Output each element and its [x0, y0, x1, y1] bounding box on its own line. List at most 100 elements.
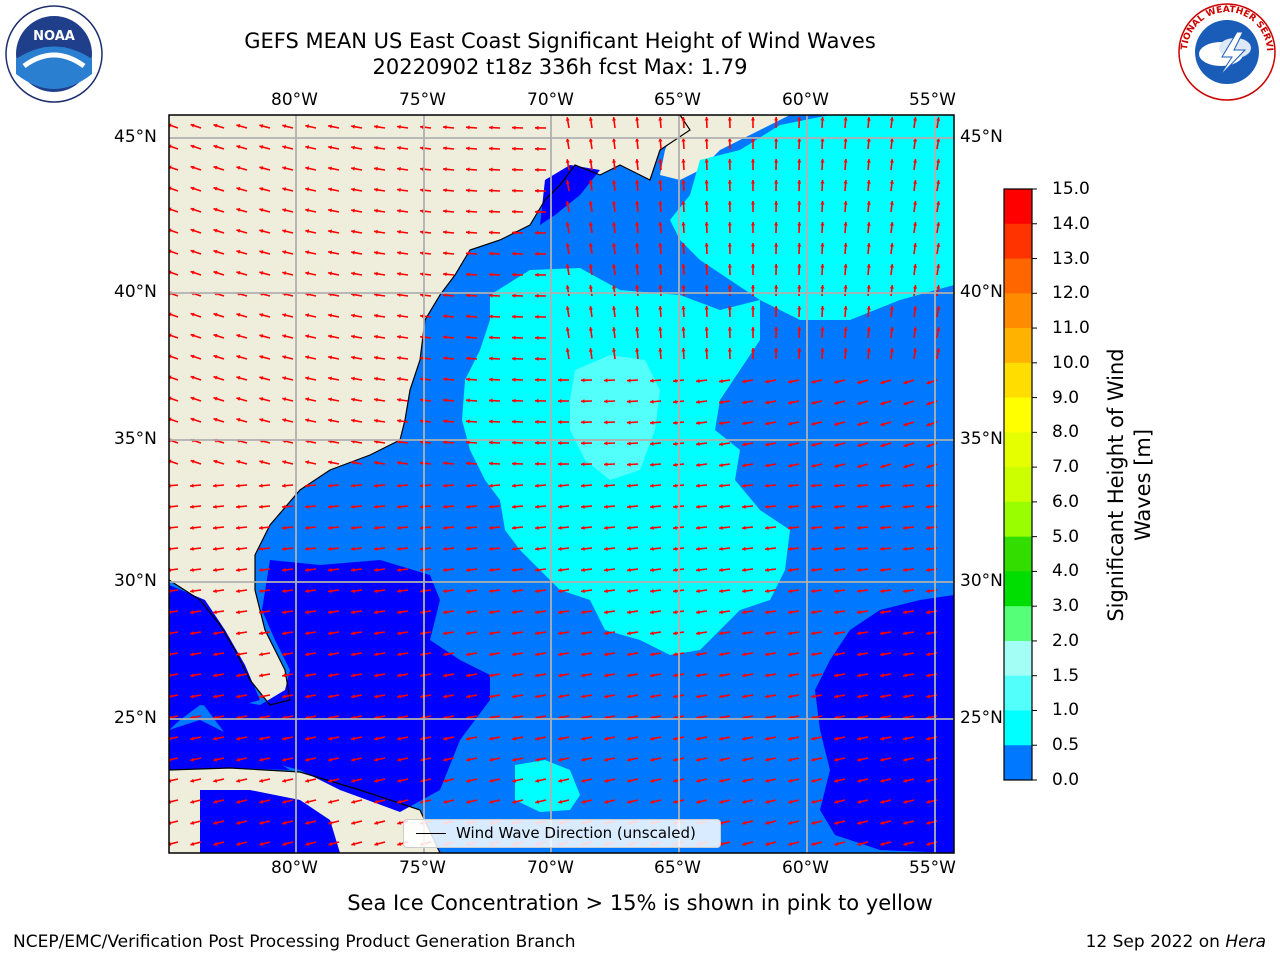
- wind-wave-arrowhead: [604, 525, 608, 530]
- wind-wave-arrowhead: [213, 778, 218, 783]
- wind-wave-arrowhead: [259, 694, 263, 699]
- wind-wave-arrowhead: [535, 504, 539, 509]
- wind-wave-arrowhead: [880, 380, 885, 385]
- wind-wave-arrowhead: [236, 757, 240, 762]
- wind-wave-arrowhead: [420, 293, 424, 298]
- footer-credit: NCEP/EMC/Verification Post Processing Pr…: [13, 932, 576, 952]
- wind-wave-arrowhead: [558, 399, 562, 404]
- wind-wave-arrowhead: [627, 778, 632, 783]
- wind-wave-arrowhead: [443, 419, 447, 424]
- wind-wave-arrowhead: [466, 736, 470, 741]
- wind-wave-arrowhead: [635, 327, 640, 331]
- wind-wave-arrowhead: [565, 285, 570, 289]
- wind-wave-arrowhead: [420, 272, 424, 277]
- map-field: [169, 115, 954, 853]
- wind-wave-arrowhead: [305, 313, 310, 318]
- wind-wave-arrowhead: [512, 736, 516, 741]
- ocean-0-05-region-east: [815, 595, 954, 853]
- wind-wave-arrowhead: [190, 354, 195, 359]
- wind-wave-arrowhead: [765, 694, 769, 699]
- wind-wave-arrowhead: [443, 525, 447, 530]
- wind-wave-arrowhead: [788, 567, 792, 572]
- wind-wave-arrowhead: [374, 546, 378, 551]
- wind-wave-arrowhead: [535, 419, 539, 424]
- wind-wave-arrowhead: [305, 778, 310, 783]
- wind-wave-arrowhead: [466, 293, 470, 298]
- wind-wave-arrowhead: [420, 525, 424, 530]
- wind-wave-arrowhead: [282, 820, 287, 825]
- wind-wave-arrowhead: [774, 159, 779, 163]
- wind-wave-arrowhead: [742, 442, 746, 447]
- wind-wave-arrowhead: [588, 327, 593, 331]
- wind-wave-arrowhead: [866, 264, 871, 268]
- wind-wave-arrowhead: [797, 306, 802, 310]
- wind-wave-arrowhead: [774, 285, 779, 289]
- ocean-0-05-region-south: [200, 560, 490, 812]
- wind-wave-arrowhead: [696, 799, 701, 804]
- colorbar-tick-label: 0.5: [1052, 735, 1080, 756]
- wind-wave-arrowhead: [236, 207, 241, 212]
- wind-wave-arrowhead: [328, 271, 332, 276]
- wind-wave-arrowhead: [811, 694, 815, 699]
- wind-wave-arrowhead: [466, 356, 470, 361]
- wind-wave-arrowhead: [535, 251, 539, 256]
- wind-wave-arrowhead: [627, 736, 631, 741]
- wind-wave-arrowhead: [857, 567, 861, 572]
- wind-wave-arrowhead: [420, 146, 424, 151]
- wind-wave-arrowhead: [374, 610, 378, 615]
- wind-wave-arrowhead: [190, 396, 195, 401]
- wind-wave-arrowhead: [765, 589, 769, 594]
- wind-wave-arrowhead: [635, 264, 640, 268]
- wind-wave-arrowhead: [558, 567, 562, 572]
- wind-wave-arrowhead: [565, 306, 570, 310]
- wind-wave-arrowhead: [489, 757, 493, 762]
- wind-wave-arrowhead: [788, 799, 793, 804]
- wind-wave-arrowhead: [612, 285, 617, 289]
- wind-wave-arrowhead: [635, 159, 640, 163]
- wind-wave-arrow: [169, 568, 179, 571]
- wind-wave-arrowhead: [866, 159, 871, 163]
- wind-wave-arrowhead: [765, 379, 769, 384]
- wind-wave-arrowhead: [742, 841, 747, 846]
- wind-wave-arrowhead: [811, 778, 816, 783]
- wind-wave-arrowhead: [535, 188, 539, 193]
- wind-wave-arrowhead: [535, 230, 539, 235]
- chart-title: GEFS MEAN US East Coast Significant Heig…: [244, 29, 876, 53]
- wind-wave-arrowhead: [489, 652, 493, 657]
- wind-wave-arrowhead: [374, 376, 378, 381]
- wind-wave-arrowhead: [581, 694, 585, 699]
- wind-wave-arrowhead: [190, 228, 195, 233]
- wind-wave-arrowhead: [857, 380, 862, 384]
- lon-label-bottom: 65°W: [654, 858, 701, 878]
- wind-wave-arrowhead: [213, 841, 218, 846]
- wind-wave-arrowhead: [750, 201, 755, 205]
- wind-wave-arrowhead: [742, 525, 746, 530]
- wind-wave-arrowhead: [374, 483, 378, 488]
- wind-wave-arrowhead: [328, 736, 332, 741]
- wind-wave-arrowhead: [466, 610, 470, 615]
- wind-wave-arrowhead: [351, 820, 356, 825]
- wind-wave-arrowhead: [926, 799, 931, 804]
- wind-wave-arrowhead: [213, 757, 217, 762]
- wind-wave-arrowhead: [374, 250, 378, 255]
- wind-wave-arrowhead: [797, 327, 802, 331]
- wind-wave-arrowhead: [681, 285, 686, 289]
- wind-wave-arrowhead: [213, 165, 218, 170]
- wind-wave-arrowhead: [489, 610, 493, 615]
- wind-wave-arrowhead: [696, 546, 700, 551]
- wind-wave-arrowhead: [512, 335, 516, 340]
- wind-wave-arrowhead: [443, 440, 447, 445]
- wind-wave-arrowhead: [351, 778, 356, 783]
- wind-wave-arrowhead: [650, 631, 654, 636]
- wind-wave-arrowhead: [750, 222, 755, 226]
- wind-wave-arrowhead: [351, 757, 355, 762]
- wind-wave-arrowhead: [305, 271, 310, 276]
- wind-wave-arrowhead: [857, 546, 861, 551]
- wind-wave-arrowhead: [213, 694, 217, 699]
- wind-wave-arrowhead: [535, 589, 539, 594]
- wind-wave-arrowhead: [788, 483, 792, 488]
- wind-wave-arrowhead: [673, 420, 677, 425]
- wind-wave-arrowhead: [213, 417, 218, 422]
- colorbar-tick-label: 4.0: [1052, 561, 1080, 582]
- wind-wave-arrowhead: [913, 222, 918, 226]
